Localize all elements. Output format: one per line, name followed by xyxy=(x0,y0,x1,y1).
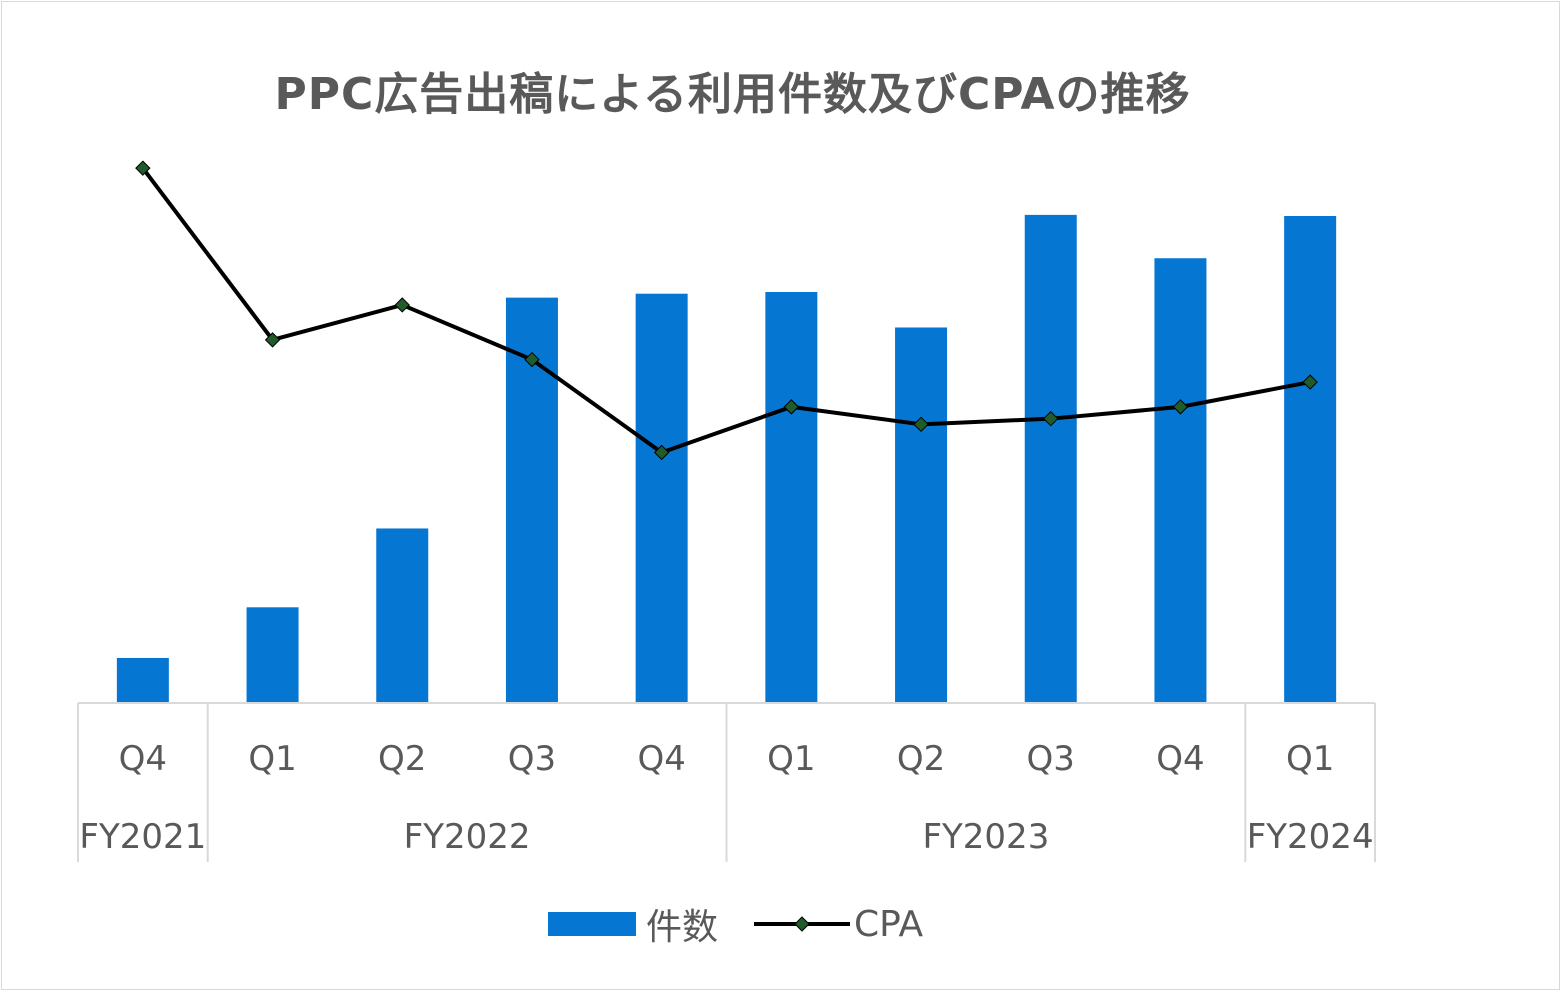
bar-2 xyxy=(376,528,429,703)
group-label-0: FY2021 xyxy=(79,817,206,857)
bar-0 xyxy=(116,657,169,703)
x-tick-label-3: Q3 xyxy=(508,739,556,779)
chart-legend: 件数 CPA xyxy=(548,900,959,948)
group-label-3: FY2024 xyxy=(1247,817,1374,857)
bar-7 xyxy=(1024,214,1077,703)
x-tick-label-4: Q4 xyxy=(637,739,685,779)
cpa-point-2 xyxy=(394,297,410,313)
bar-1 xyxy=(246,607,299,703)
cpa-point-8 xyxy=(1172,399,1189,415)
legend-line-swatch xyxy=(754,916,851,932)
chart-title: PPC広告出稿による利用件数及びCPAの推移 xyxy=(274,69,1191,120)
x-tick-label-8: Q4 xyxy=(1156,739,1204,779)
bar-4 xyxy=(635,293,688,703)
cpa-point-0 xyxy=(135,160,151,176)
x-tick-label-2: Q2 xyxy=(378,739,426,779)
group-label-1: FY2022 xyxy=(404,817,531,857)
bar-8 xyxy=(1154,258,1207,703)
bar-5 xyxy=(765,292,818,703)
group-label-2: FY2023 xyxy=(922,817,1049,857)
cpa-point-6 xyxy=(913,416,929,433)
x-tick-label-0: Q4 xyxy=(119,739,167,779)
cpa-point-4 xyxy=(653,444,670,461)
cpa-point-9 xyxy=(1302,374,1318,390)
cpa-point-7 xyxy=(1043,410,1059,427)
x-tick-label-1: Q1 xyxy=(248,739,296,779)
cpa-point-5 xyxy=(783,399,800,415)
x-tick-label-6: Q2 xyxy=(897,739,945,779)
cpa-point-1 xyxy=(264,332,281,348)
bar-9 xyxy=(1284,216,1337,703)
legend-bar-swatch xyxy=(548,912,636,936)
cpa-point-3 xyxy=(524,351,540,368)
bar-6 xyxy=(895,327,948,703)
legend-bar-label: 件数 xyxy=(646,907,719,948)
cpa-line xyxy=(141,166,1311,455)
x-tick-label-7: Q3 xyxy=(1027,739,1075,779)
x-tick-label-9: Q1 xyxy=(1286,739,1334,779)
x-tick-label-5: Q1 xyxy=(767,739,815,779)
legend-line-label: CPA xyxy=(854,903,924,945)
